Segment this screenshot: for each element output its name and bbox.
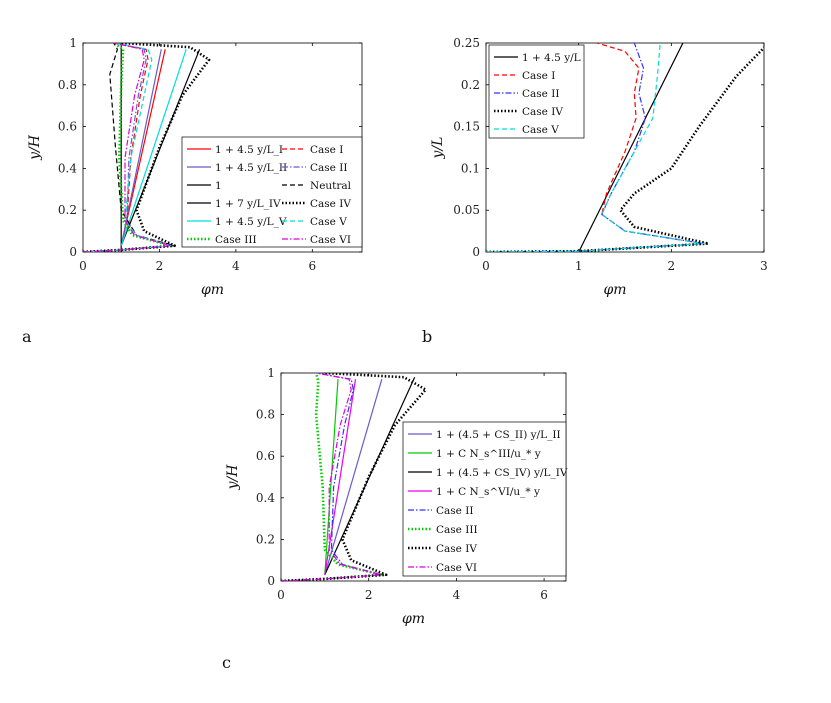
y-tick-label: 0.6 — [58, 120, 77, 134]
legend-entry: 1 — [215, 180, 222, 192]
legend-entry: 1 + C N_s^VI/u_* y — [436, 486, 540, 498]
x-tick-label: 4 — [453, 588, 461, 602]
panel-b: 0 1 2 3 0 0.05 0.1 0.15 0.2 0.25 φm y/L 1 + 4.5 y/L C… — [430, 36, 768, 298]
legend-entry: 1 + 7 y/L_IV — [215, 198, 281, 210]
x-tick-label: 6 — [308, 259, 316, 273]
y-tick-label: 1 — [69, 36, 77, 50]
y-tick-label: 0.1 — [461, 161, 480, 175]
x-tick-label: 2 — [156, 259, 164, 273]
x-tick-label: 0 — [277, 588, 285, 602]
y-tick-label: 0.25 — [453, 36, 480, 50]
legend-entry: 1 + (4.5 + CS_II) y/L_II — [436, 429, 561, 441]
panel-label-a: a — [22, 327, 32, 346]
series-line-4 — [324, 379, 357, 575]
legend-entry: Case IV — [522, 106, 563, 118]
x-tick-label: 2 — [365, 588, 373, 602]
legend-entry: 1 + C N_s^III/u_* y — [436, 448, 541, 460]
legend-entry: Case II — [522, 88, 560, 100]
series-line-4 — [486, 45, 764, 252]
y-tick-label: 0 — [69, 245, 77, 259]
panel-c: 0 2 4 6 0 0.2 0.4 0.6 0.8 1 φm y/H 1 + (4.5 + CS_II)… — [225, 366, 568, 627]
legend-entry: 1 + (4.5 + CS_IV) y/L_IV — [436, 467, 568, 479]
y-tick-label: 0.15 — [453, 120, 480, 134]
x-tick-label: 6 — [540, 588, 548, 602]
y-tick-label: 0.2 — [461, 78, 480, 92]
legend-entry: 1 + 4.5 y/L_I — [215, 144, 283, 156]
y-tick-label: 0.8 — [256, 408, 275, 422]
y-tick-label: 0.4 — [256, 491, 275, 505]
legend-entry: Case IV — [310, 198, 351, 210]
y-tick-label: 0.6 — [256, 449, 275, 463]
y-tick-label: 0.4 — [58, 161, 77, 175]
series-line-1 — [578, 43, 684, 252]
x-tick-label: 2 — [668, 259, 676, 273]
x-axis-label: φm — [603, 282, 626, 298]
series-line-2 — [120, 49, 162, 246]
x-tick-label: 0 — [79, 259, 87, 273]
y-axis-label: y/H — [27, 134, 43, 161]
legend-entry: Case II — [436, 505, 474, 517]
series-line-5 — [486, 43, 705, 252]
legend-entry: Case I — [310, 144, 343, 156]
legend-entry: Case III — [436, 524, 478, 536]
legend-entry: Case VI — [310, 234, 351, 246]
legend-entry: Case II — [310, 162, 348, 174]
x-tick-label: 0 — [482, 259, 490, 273]
x-axis-label: φm — [201, 282, 224, 298]
series-line-7 — [83, 43, 172, 252]
legend-entry: Case IV — [436, 543, 477, 555]
y-tick-label: 0.2 — [256, 532, 275, 546]
legend-entry: 1 + 4.5 y/L_II — [215, 162, 287, 174]
x-tick-label: 3 — [760, 259, 768, 273]
x-axis-label: φm — [402, 611, 425, 627]
y-tick-label: 0.05 — [453, 203, 480, 217]
legend-entry: 1 + 4.5 y/L — [522, 52, 581, 64]
series-group — [281, 373, 428, 581]
panel-a: 0 2 4 6 0 0.2 0.4 0.6 0.8 1 φm y/H 1 + 4.5 y/L_I 1 + … — [27, 36, 363, 298]
legend-entry: Case III — [215, 234, 257, 246]
series-line-1 — [324, 379, 383, 575]
legend-entry: Case I — [522, 70, 555, 82]
x-tick-label: 1 — [575, 259, 583, 273]
y-tick-label: 0 — [472, 245, 480, 259]
legend-entry: Neutral — [310, 180, 352, 192]
legend-entry: 1 + 4.5 y/L_V — [215, 216, 287, 228]
series-group — [486, 43, 764, 252]
series-group — [83, 43, 211, 252]
series-line-5 — [120, 49, 187, 246]
x-tick-label: 4 — [232, 259, 240, 273]
series-line-1 — [120, 49, 166, 246]
legend-box — [488, 44, 585, 139]
legend-entry: Case V — [522, 124, 559, 136]
legend-entry: Case V — [310, 216, 347, 228]
y-axis-label: y/H — [225, 464, 241, 491]
series-line-4 — [120, 49, 201, 246]
y-tick-label: 1 — [267, 366, 275, 380]
legend-box — [181, 136, 363, 248]
series-line-12 — [83, 43, 172, 252]
series-line-6 — [281, 373, 384, 581]
series-line-8 — [281, 373, 383, 581]
panel-label-c: c — [222, 653, 231, 672]
y-tick-label: 0 — [267, 574, 275, 588]
series-line-2 — [486, 43, 705, 252]
panel-label-b: b — [422, 327, 432, 346]
y-tick-label: 0.8 — [58, 78, 77, 92]
series-line-6 — [83, 43, 173, 252]
y-axis-label: y/L — [430, 137, 446, 160]
y-tick-label: 0.2 — [58, 203, 77, 217]
legend-entry: Case VI — [436, 562, 477, 574]
legend-box — [402, 421, 567, 577]
